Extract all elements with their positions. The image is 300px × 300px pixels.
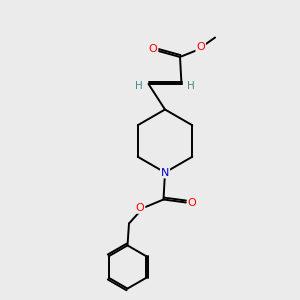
Text: N: N — [161, 167, 169, 178]
Text: H: H — [135, 80, 143, 91]
Text: O: O — [136, 203, 145, 213]
Text: O: O — [148, 44, 158, 55]
Text: O: O — [196, 42, 205, 52]
Text: H: H — [187, 80, 194, 91]
Text: O: O — [188, 197, 196, 208]
